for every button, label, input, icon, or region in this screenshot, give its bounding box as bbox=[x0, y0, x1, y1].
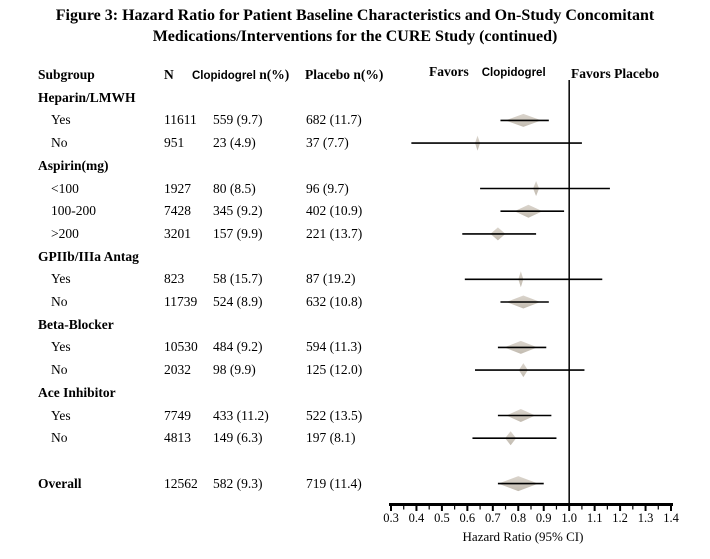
clopidogrel-value: 433 (11.2) bbox=[213, 407, 269, 423]
placebo-value: 221 (13.7) bbox=[306, 225, 363, 241]
n-value: 11611 bbox=[164, 112, 197, 128]
column-header-clopidogrel-name: Clopidogrel bbox=[192, 70, 256, 82]
axis-tick-label: 1.1 bbox=[587, 511, 603, 525]
n-value: 11739 bbox=[164, 294, 198, 309]
subgroup-item-label: No bbox=[51, 294, 68, 309]
figure-title-line1: Figure 3: Hazard Ratio for Patient Basel… bbox=[55, 7, 655, 24]
figure-title: Figure 3: Hazard Ratio for Patient Basel… bbox=[0, 5, 710, 47]
placebo-value: 594 (11.3) bbox=[306, 339, 362, 355]
placebo-value: 522 (13.5) bbox=[306, 407, 363, 423]
subgroup-item-label: Yes bbox=[51, 339, 71, 355]
n-value: 7749 bbox=[164, 407, 191, 423]
subgroup-item-label: No bbox=[51, 362, 68, 378]
n-value: 2032 bbox=[164, 362, 191, 378]
clopidogrel-value: 157 (9.9) bbox=[213, 225, 263, 241]
n-value: 4813 bbox=[164, 430, 191, 446]
clopidogrel-value: 58 (15.7) bbox=[213, 271, 263, 287]
column-header-placebo: Placebo n(%) bbox=[305, 67, 384, 82]
column-header-clopidogrel: Clopidogrel n(%) bbox=[192, 66, 289, 85]
axis-tick-label: 0.8 bbox=[510, 511, 526, 525]
axis-tick-label: 0.7 bbox=[485, 511, 501, 525]
axis-tick-label: 0.5 bbox=[434, 511, 450, 525]
n-value: 3201 bbox=[164, 225, 191, 241]
placebo-value: 37 (7.7) bbox=[306, 135, 349, 151]
placebo-value: 719 (11.4) bbox=[306, 475, 362, 491]
placebo-value: 402 (10.9) bbox=[306, 203, 363, 219]
figure-title-line2: Medications/Interventions for the CURE S… bbox=[152, 28, 558, 45]
subgroup-item-label: 100-200 bbox=[51, 203, 96, 219]
n-value: 10530 bbox=[164, 339, 198, 355]
clopidogrel-value: 149 (6.3) bbox=[213, 430, 263, 446]
subgroup-item-label: Yes bbox=[51, 112, 71, 128]
clopidogrel-value: 345 (9.2) bbox=[213, 203, 263, 219]
subgroup-item-label: Yes bbox=[51, 271, 71, 287]
clopidogrel-value: 98 (9.9) bbox=[213, 362, 256, 378]
overall-label: Overall bbox=[38, 475, 82, 491]
favors-placebo-label: Favors Placebo bbox=[571, 66, 660, 81]
placebo-value: 125 (12.0) bbox=[306, 362, 363, 378]
axis-tick-label: 0.3 bbox=[383, 511, 399, 525]
clopidogrel-value: 484 (9.2) bbox=[213, 339, 263, 355]
axis-tick-label: 1.2 bbox=[612, 511, 628, 525]
favors-clopidogrel-label: Favors Clopidogrel bbox=[429, 63, 546, 82]
clopidogrel-value: 559 (9.7) bbox=[213, 112, 263, 128]
placebo-value: 96 (9.7) bbox=[306, 180, 349, 196]
axis-tick-label: 1.0 bbox=[561, 511, 577, 525]
subgroup-item-label: >200 bbox=[51, 225, 79, 241]
x-axis-title: Hazard Ratio (95% CI) bbox=[463, 529, 584, 544]
subgroup-item-label: No bbox=[51, 430, 68, 446]
clopidogrel-value: 524 (8.9) bbox=[213, 294, 263, 309]
clopidogrel-value: 80 (8.5) bbox=[213, 180, 256, 196]
subgroup-item-label: <100 bbox=[51, 180, 79, 196]
subgroup-group-label: GPIIb/IIIa Antag bbox=[38, 248, 139, 264]
column-header-clopidogrel-unit: n(%) bbox=[259, 67, 290, 82]
placebo-value: 197 (8.1) bbox=[306, 430, 356, 446]
axis-tick-label: 1.4 bbox=[663, 511, 679, 525]
column-header-n: N bbox=[164, 67, 174, 82]
column-header-subgroup: Subgroup bbox=[38, 67, 95, 82]
subgroup-group-label: Aspirin(mg) bbox=[38, 157, 109, 173]
subgroup-group-label: Beta-Blocker bbox=[38, 316, 114, 332]
n-value: 1927 bbox=[164, 180, 191, 196]
axis-tick-label: 1.3 bbox=[638, 511, 654, 525]
subgroup-group-label: Ace Inhibitor bbox=[38, 384, 116, 400]
subgroup-group-label: Heparin/LMWH bbox=[38, 89, 136, 105]
placebo-value: 632 (10.8) bbox=[306, 294, 363, 309]
n-value: 12562 bbox=[164, 475, 198, 491]
axis-tick-label: 0.6 bbox=[460, 511, 476, 525]
clopidogrel-value: 582 (9.3) bbox=[213, 475, 263, 491]
favors-word: Favors bbox=[429, 64, 469, 79]
axis-tick-label: 0.4 bbox=[409, 511, 425, 525]
subgroup-item-label: No bbox=[51, 135, 68, 151]
n-value: 951 bbox=[164, 135, 185, 151]
clopidogrel-value: 23 (4.9) bbox=[213, 135, 256, 151]
placebo-value: 87 (19.2) bbox=[306, 271, 356, 287]
n-value: 7428 bbox=[164, 203, 191, 219]
subgroup-item-label: Yes bbox=[51, 407, 71, 423]
axis-tick-label: 0.9 bbox=[536, 511, 552, 525]
n-value: 823 bbox=[164, 271, 185, 287]
favors-drug: Clopidogrel bbox=[481, 67, 546, 79]
placebo-value: 682 (11.7) bbox=[306, 112, 362, 128]
